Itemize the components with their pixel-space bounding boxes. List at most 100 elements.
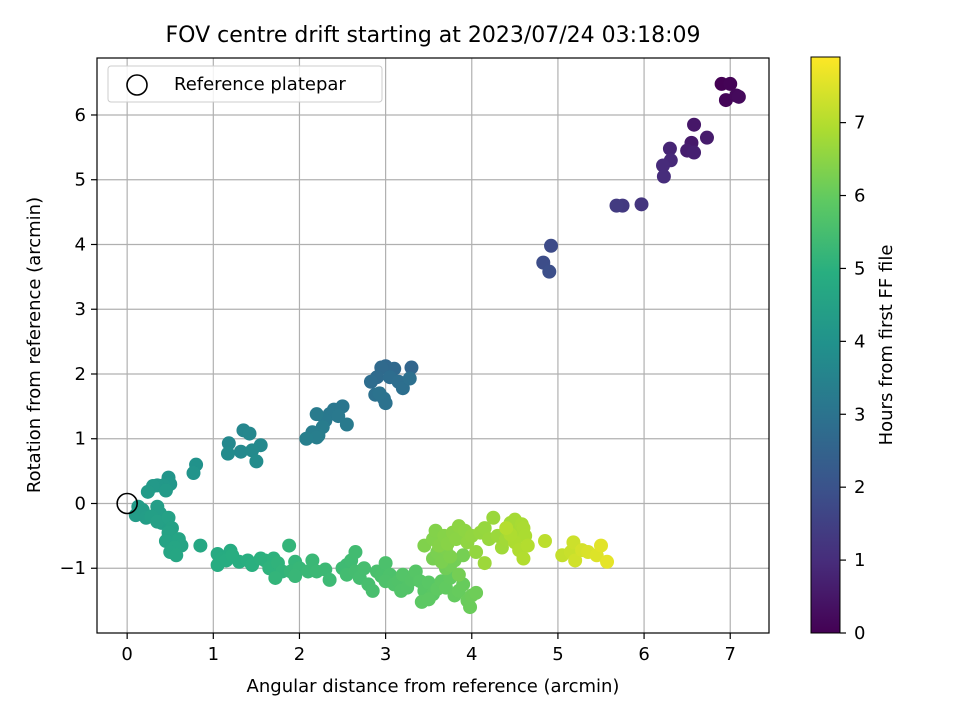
x-tick-label: 1 [208, 644, 219, 665]
colorbar-tick-label: 3 [854, 404, 865, 425]
data-point [656, 169, 671, 184]
colorbar-tick-label: 1 [854, 550, 865, 571]
data-point [568, 553, 583, 568]
colorbar-ticks: 0 1 2 3 4 5 6 7 [840, 113, 865, 644]
chart-title: FOV centre drift starting at 2023/07/24 … [166, 23, 701, 48]
data-point [245, 443, 260, 458]
data-point [365, 583, 380, 598]
data-point [609, 198, 624, 213]
x-tick-label: 0 [121, 644, 132, 665]
x-axis-label: Angular distance from reference (arcmin) [247, 676, 620, 697]
data-point [486, 510, 501, 525]
data-point [242, 426, 257, 441]
data-point [169, 548, 184, 563]
data-point [516, 551, 531, 566]
data-point [544, 238, 559, 253]
y-tick-label: 6 [75, 105, 86, 126]
scatter-points [128, 76, 746, 615]
colorbar-tick-label: 2 [854, 477, 865, 498]
data-point [699, 130, 714, 145]
reference-point-marker [116, 492, 138, 515]
y-tick-label: 2 [75, 364, 86, 385]
data-point [282, 538, 297, 553]
data-point [322, 572, 337, 587]
data-point [221, 436, 236, 451]
legend-entry-label: Reference platepar [174, 74, 346, 95]
data-point [463, 600, 478, 615]
data-point [687, 145, 702, 160]
colorbar-tick-label: 0 [854, 623, 865, 644]
y-tick-label: 3 [75, 299, 86, 320]
x-tick-label: 3 [380, 644, 391, 665]
x-axis-ticks: 0 1 2 3 4 5 6 7 [121, 633, 736, 665]
data-point [469, 585, 484, 600]
y-tick-label: 4 [75, 234, 86, 255]
data-point [372, 386, 387, 401]
colorbar-label: Hours from first FF file [876, 245, 897, 446]
y-axis-label: Rotation from reference (arcmin) [24, 197, 45, 493]
data-point [731, 89, 746, 104]
data-point [449, 532, 464, 547]
data-point [404, 360, 419, 375]
data-point [477, 556, 492, 571]
data-point [538, 534, 552, 549]
data-point [186, 466, 201, 481]
data-point [451, 567, 466, 582]
y-tick-label: −1 [59, 558, 86, 579]
y-tick-label: 5 [75, 170, 86, 191]
colorbar-tick-label: 4 [854, 331, 865, 352]
data-point [395, 381, 410, 396]
legend: Reference platepar [107, 65, 383, 103]
legend-marker [126, 74, 148, 96]
data-point [469, 545, 484, 560]
data-point [339, 417, 354, 432]
data-point [634, 197, 649, 212]
data-point [402, 371, 417, 386]
colorbar-tick-label: 5 [854, 258, 865, 279]
y-axis-ticks: −1 0 1 2 3 4 5 6 [59, 105, 97, 579]
data-point [249, 454, 264, 469]
data-point [357, 561, 372, 576]
data-point [288, 569, 303, 584]
data-point [225, 548, 240, 563]
x-tick-label: 6 [638, 644, 649, 665]
data-point [150, 514, 165, 529]
x-tick-label: 5 [552, 644, 563, 665]
data-point [421, 592, 436, 607]
data-point [299, 431, 314, 446]
data-point [220, 446, 235, 461]
data-point [656, 158, 671, 173]
data-point [520, 538, 535, 553]
data-point [268, 570, 283, 585]
data-point [662, 141, 677, 156]
data-point [193, 538, 208, 553]
data-point [140, 484, 155, 499]
data-point [477, 521, 492, 536]
x-tick-label: 7 [725, 644, 736, 665]
data-point [443, 549, 458, 564]
data-point [363, 374, 378, 389]
data-point [687, 117, 702, 132]
data-point [309, 430, 324, 445]
data-point [378, 556, 393, 571]
data-point [456, 548, 471, 563]
x-tick-label: 2 [294, 644, 305, 665]
colorbar-tick-label: 6 [854, 186, 865, 207]
data-point [233, 444, 248, 459]
data-point [305, 553, 320, 568]
data-point [600, 554, 615, 569]
x-tick-label: 4 [466, 644, 477, 665]
legend-box [107, 65, 383, 103]
data-point [348, 545, 363, 560]
plot-frame [96, 57, 770, 634]
y-tick-label: 0 [75, 493, 86, 514]
colorbar-tick-label: 7 [854, 113, 865, 134]
data-point [542, 264, 557, 279]
y-tick-label: 1 [75, 429, 86, 450]
data-point [723, 76, 738, 91]
data-point [158, 483, 173, 498]
data-point [309, 407, 324, 422]
data-point [499, 521, 514, 536]
